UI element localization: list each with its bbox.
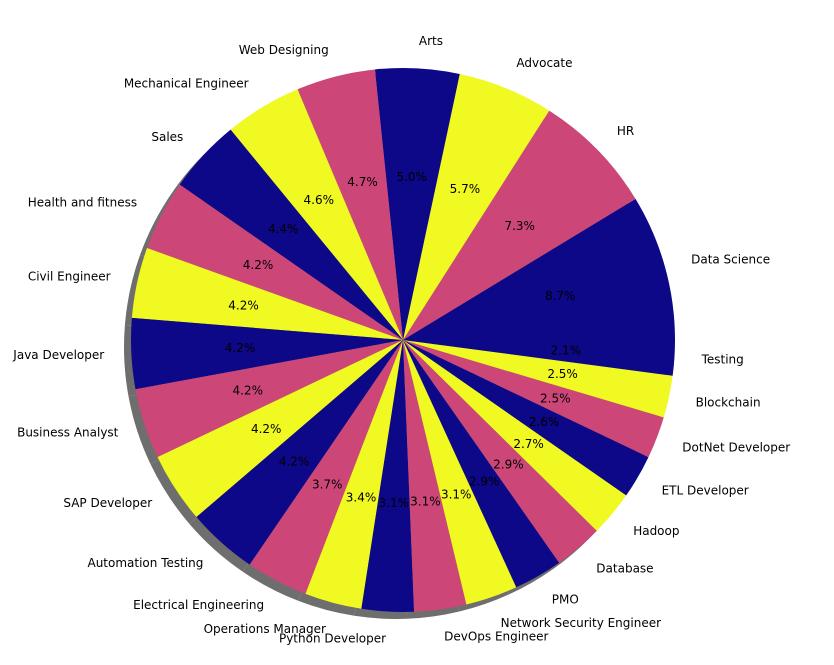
pie-category-label-operations-manager: Operations Manager [204, 622, 326, 636]
pie-percent-label-data-science: 8.7% [545, 289, 576, 303]
pie-category-label-devops-engineer: DevOps Engineer [444, 629, 548, 643]
pie-percent-label-blockchain: 2.5% [547, 367, 578, 381]
pie-category-label-database: Database [596, 561, 653, 575]
pie-category-label-data-science: Data Science [691, 252, 770, 266]
pie-category-label-network-security-engineer: Network Security Engineer [501, 616, 662, 630]
pie-slice-hr [403, 110, 636, 340]
pie-category-label-etl-developer: ETL Developer [662, 483, 749, 497]
pie-category-label-business-analyst: Business Analyst [17, 425, 119, 439]
pie-slice-python-developer [361, 340, 415, 612]
pie-slice-health-and-fitness [147, 184, 403, 340]
pie-category-label-hadoop: Hadoop [633, 524, 679, 538]
pie-slice-web-designing [297, 69, 403, 340]
pie-percent-label-electrical-engineering: 3.7% [312, 478, 343, 492]
pie-percent-label-arts: 5.0% [396, 170, 427, 184]
pie-category-label-pmo: PMO [552, 593, 579, 607]
pie-percent-label-business-analyst: 4.2% [233, 383, 264, 397]
pie-percent-label-database: 2.9% [493, 458, 524, 472]
pie-percent-label-hadoop: 2.7% [513, 437, 544, 451]
pie-slice-testing [403, 340, 675, 376]
pie-percent-label-sales: 4.4% [268, 222, 299, 236]
pie-category-label-civil-engineer: Civil Engineer [28, 270, 111, 284]
pie-slice-blockchain [403, 340, 673, 418]
pie-percent-label-network-security-engineer: 3.1% [441, 487, 472, 501]
pie-percent-label-java-developer: 4.2% [225, 341, 256, 355]
pie-category-label-electrical-engineering: Electrical Engineering [133, 598, 264, 612]
pie-slice-mechanical-engineer [230, 89, 403, 340]
pie-category-label-arts: Arts [419, 34, 443, 48]
pie-slice-data-science [403, 198, 675, 340]
pie-slice-hadoop [403, 340, 627, 531]
pie-percent-label-automation-testing: 4.2% [279, 455, 310, 469]
pie-slice-network-security-engineer [403, 340, 517, 605]
pie-slice-devops-engineer [403, 340, 467, 612]
pie-slice-java-developer [130, 317, 403, 390]
pie-category-label-mechanical-engineer: Mechanical Engineer [124, 77, 249, 91]
pie-percent-label-testing: 2.1% [551, 344, 582, 358]
pie-slice-dotnet-developer [403, 340, 664, 458]
pie-percent-label-hr: 7.3% [504, 219, 535, 233]
pie-category-label-automation-testing: Automation Testing [87, 556, 203, 570]
pie-category-label-sales: Sales [151, 130, 183, 144]
pie-slice-civil-engineer [131, 248, 403, 340]
pie-slice-database [403, 340, 597, 563]
pie-percent-label-health-and-fitness: 4.2% [243, 258, 274, 272]
pie-slice-automation-testing [196, 340, 403, 565]
pie-category-label-blockchain: Blockchain [696, 395, 761, 409]
pie-category-label-web-designing: Web Designing [239, 43, 329, 57]
pie-percent-label-pmo: 2.9% [469, 475, 500, 489]
pie-category-label-sap-developer: SAP Developer [63, 496, 152, 510]
pie-percent-label-devops-engineer: 3.1% [410, 495, 441, 509]
pie-percent-label-operations-manager: 3.4% [346, 491, 377, 505]
pie-category-label-health-and-fitness: Health and fitness [28, 196, 137, 210]
pie-category-label-advocate: Advocate [516, 56, 572, 70]
pie-slices [130, 67, 675, 612]
pie-category-label-java-developer: Java Developer [12, 348, 104, 362]
pie-slice-advocate [403, 73, 550, 340]
pie-percent-label-mechanical-engineer: 4.6% [304, 193, 335, 207]
pie-slice-pmo [403, 340, 560, 588]
pie-category-label-dotnet-developer: DotNet Developer [682, 440, 790, 454]
pie-category-label-testing: Testing [701, 353, 744, 367]
pie-slice-sales [179, 129, 403, 340]
pie-slice-business-analyst [135, 340, 404, 458]
pie-percent-label-advocate: 5.7% [450, 182, 481, 196]
pie-category-labels: Data Science HR Advocate Arts Web Designing M… [12, 34, 790, 646]
pie-slice-sap-developer [157, 340, 403, 518]
pie-percent-label-sap-developer: 4.2% [251, 422, 282, 436]
pie-percent-labels: 8.7% 7.3% 5.7% 5.0% 4.7% 4.6% 4.4% 4.2% 4.2% 4.2%… [225, 170, 581, 510]
pie-slice-operations-manager [305, 340, 403, 609]
pie-percent-label-web-designing: 4.7% [347, 175, 378, 189]
pie-percent-label-dotnet-developer: 2.5% [540, 392, 571, 406]
pie-category-label-hr: HR [617, 124, 634, 138]
pie-percent-label-python-developer: 3.1% [379, 496, 410, 510]
pie-slice-etl-developer [403, 340, 649, 496]
pie-slice-arts [374, 67, 460, 341]
pie-percent-label-civil-engineer: 4.2% [228, 299, 259, 313]
pie-category-label-python-developer: Python Developer [279, 632, 386, 646]
pie-percent-label-etl-developer: 2.6% [529, 415, 560, 429]
pie-slice-electrical-engineering [249, 340, 403, 594]
